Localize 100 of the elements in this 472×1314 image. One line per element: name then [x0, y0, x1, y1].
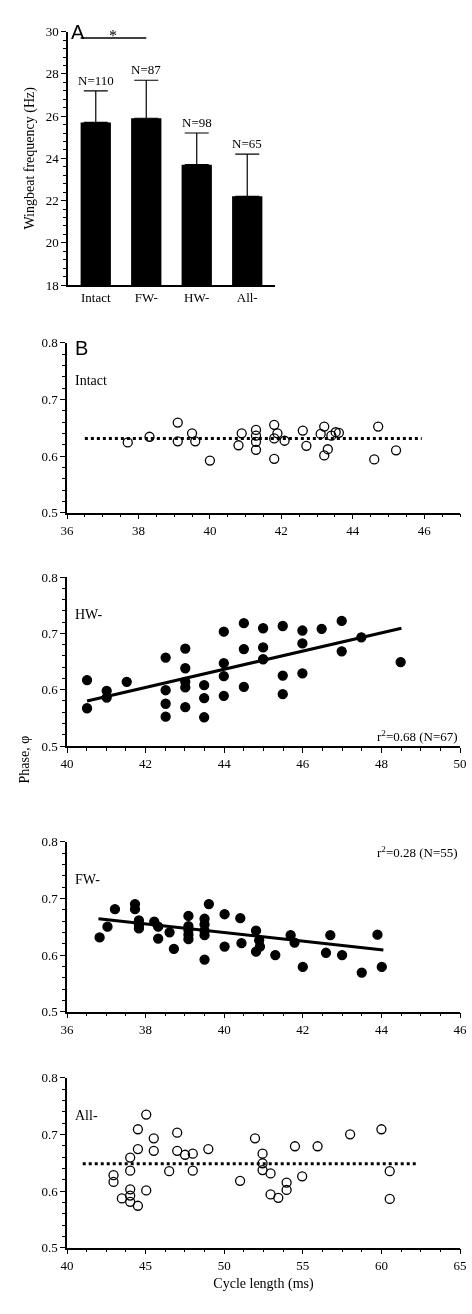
point — [81, 703, 93, 714]
point — [108, 1170, 119, 1181]
point — [235, 913, 246, 924]
point — [141, 1185, 152, 1196]
point — [172, 417, 183, 428]
point — [141, 1109, 152, 1120]
x-tick-label: 65 — [453, 1258, 467, 1274]
point — [250, 444, 262, 455]
x-tick-label: 40 — [217, 1022, 231, 1038]
point — [312, 1141, 323, 1152]
point — [109, 903, 121, 915]
point — [172, 436, 183, 447]
point — [180, 643, 191, 654]
x-tick-label: 40 — [60, 1258, 74, 1274]
point — [281, 1177, 292, 1188]
x-tick-label: 50 — [217, 1258, 231, 1274]
y-tick-label: 0.6 — [41, 1183, 59, 1199]
point — [395, 656, 406, 668]
point — [164, 927, 175, 938]
point — [199, 954, 210, 965]
point — [132, 1200, 144, 1211]
point — [121, 676, 132, 687]
y-tick-label: 0.7 — [41, 1126, 59, 1142]
annotation: A — [71, 21, 85, 43]
x-tick-label: 40 — [203, 523, 217, 539]
point — [297, 668, 308, 679]
point — [384, 1166, 395, 1177]
point — [369, 454, 380, 465]
point — [102, 921, 113, 932]
point — [218, 626, 229, 637]
point — [319, 421, 330, 432]
point — [316, 623, 327, 634]
x-tick-label: All- — [236, 290, 258, 306]
y-tick-label: 26 — [45, 108, 60, 124]
point — [297, 625, 308, 636]
point — [265, 1189, 276, 1200]
point — [116, 1193, 128, 1204]
x-tick-label: 46 — [417, 523, 432, 539]
point — [336, 949, 348, 961]
x-tick-label: 46 — [453, 1022, 467, 1038]
y-tick-label: 0.6 — [41, 947, 59, 963]
point — [269, 419, 280, 431]
y-tick-label: 0.8 — [41, 335, 58, 351]
point — [336, 646, 347, 657]
point — [376, 961, 387, 973]
point — [164, 1166, 175, 1177]
point — [269, 433, 280, 444]
point — [203, 898, 215, 910]
y-tick-label: 0.8 — [41, 1070, 58, 1086]
y-tick-label: 0.5 — [41, 738, 58, 754]
point — [186, 428, 198, 439]
x-tick-label: 44 — [374, 1022, 389, 1038]
y-tick-label: 0.7 — [41, 625, 59, 641]
x-axis-title: Cycle length (ms) — [213, 1275, 314, 1292]
point — [179, 1149, 191, 1160]
point — [199, 712, 210, 723]
x-tick-label: 60 — [374, 1258, 388, 1274]
point — [277, 620, 288, 632]
point — [270, 949, 281, 961]
point — [199, 680, 210, 691]
point — [180, 663, 191, 674]
y-tick-label: 0.7 — [41, 391, 59, 407]
point — [238, 618, 249, 629]
point — [218, 671, 229, 682]
x-tick-label: 38 — [139, 1022, 153, 1038]
point — [320, 947, 332, 958]
point — [81, 674, 93, 686]
point — [187, 1148, 198, 1159]
x-tick-label: 45 — [139, 1258, 153, 1274]
point — [132, 1143, 144, 1155]
point — [236, 428, 247, 439]
point — [265, 1168, 276, 1179]
point — [336, 615, 347, 627]
annotation: * — [109, 27, 117, 44]
x-tick-label: 40 — [60, 756, 74, 772]
point — [373, 421, 384, 432]
y-tick-label: 0.5 — [41, 1240, 58, 1256]
point — [289, 1141, 301, 1152]
point — [277, 670, 288, 681]
point — [250, 424, 262, 436]
x-tick-label: HW- — [184, 290, 210, 306]
y-tick-label: 0.6 — [41, 448, 59, 464]
point — [144, 431, 155, 442]
x-tick-label: 42 — [296, 1022, 310, 1038]
text: FW- — [75, 872, 101, 887]
point — [218, 690, 229, 702]
point — [272, 428, 283, 439]
point — [249, 1133, 261, 1144]
annotation: N=87 — [131, 62, 162, 77]
y-axis-title: Phase, φ — [16, 735, 32, 784]
point — [108, 1176, 119, 1188]
point — [238, 681, 249, 692]
y-tick-label: 0.6 — [41, 682, 59, 698]
point — [257, 1158, 268, 1169]
point — [204, 455, 216, 466]
point — [319, 450, 330, 461]
point — [172, 1127, 183, 1138]
y-tick-label: 18 — [45, 277, 59, 293]
x-tick-label: 42 — [274, 523, 288, 539]
point — [160, 652, 171, 663]
